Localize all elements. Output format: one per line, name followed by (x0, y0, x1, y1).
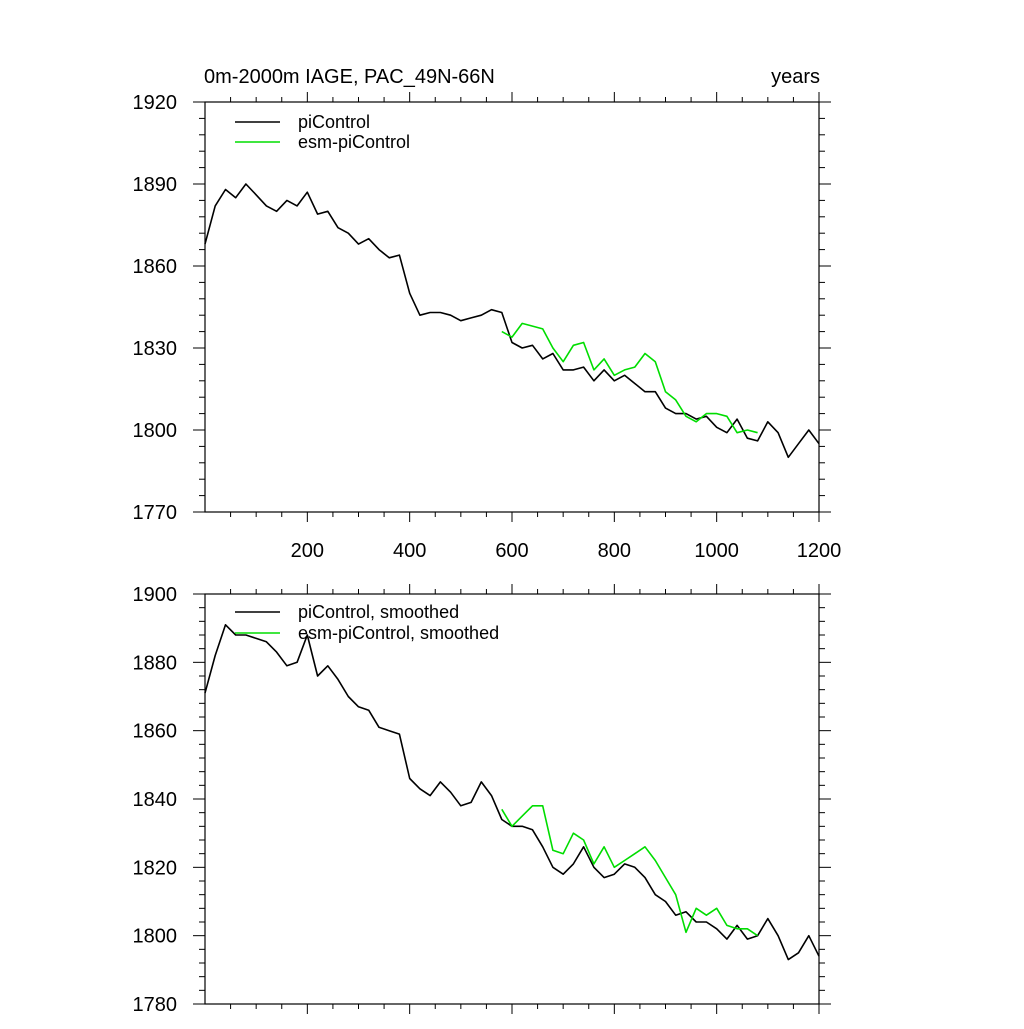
legend-label-picontrol: piControl (298, 112, 370, 132)
bottom-axis-ticks (193, 584, 831, 1014)
x-tick-label: 1000 (694, 540, 739, 562)
series-line-esm-picontrol-smoothed (501, 804, 759, 937)
series-line-esm-picontrol (501, 322, 758, 434)
y-tick-label: 1780 (133, 994, 178, 1016)
x-tick-label: 400 (393, 540, 426, 562)
top-panel-units-label: years (771, 66, 820, 88)
top-series-lines (204, 183, 820, 459)
y-tick-label: 1820 (133, 857, 178, 879)
y-tick-label: 1880 (133, 652, 178, 674)
top-axis-ticks (193, 92, 831, 522)
series-line-picontrol-smoothed (204, 623, 820, 961)
bottom-axis-tick-labels: 1780 1800 1820 1840 1860 1880 1900 (133, 584, 178, 1016)
bottom-panel: 1780 1800 1820 1840 1860 1880 1900 piControl, … (133, 584, 831, 1016)
x-tick-label: 800 (598, 540, 631, 562)
x-tick-label: 600 (495, 540, 528, 562)
legend-label-picontrol-smoothed: piControl, smoothed (298, 602, 459, 622)
y-tick-label: 1920 (133, 92, 178, 114)
y-tick-label: 1900 (133, 584, 178, 606)
top-axis-tick-labels: 1770 1800 1830 1860 1890 1920 200 400 600 800 1000… (133, 92, 842, 562)
y-tick-label: 1860 (133, 721, 178, 743)
y-tick-label: 1890 (133, 174, 178, 196)
top-panel-title: 0m-2000m IAGE, PAC_49N-66N (204, 66, 495, 88)
y-tick-label: 1800 (133, 926, 178, 948)
y-tick-label: 1770 (133, 502, 178, 524)
legend-label-esm-picontrol: esm-piControl (298, 132, 410, 152)
y-tick-label: 1800 (133, 420, 178, 442)
y-tick-label: 1830 (133, 338, 178, 360)
top-legend: piControl esm-piControl (235, 112, 410, 152)
top-plot-frame (204, 101, 820, 513)
bottom-legend: piControl, smoothed esm-piControl, smoot… (235, 602, 499, 643)
bottom-series-lines (204, 623, 820, 961)
legend-label-esm-picontrol-smoothed: esm-piControl, smoothed (298, 623, 499, 643)
x-tick-label: 200 (291, 540, 324, 562)
top-panel: 0m-2000m IAGE, PAC_49N-66N years 1770 180… (133, 66, 842, 562)
bottom-plot-frame (204, 593, 820, 1005)
y-tick-label: 1840 (133, 789, 178, 811)
y-tick-label: 1860 (133, 256, 178, 278)
x-tick-label: 1200 (797, 540, 842, 562)
series-line-picontrol (204, 183, 820, 459)
